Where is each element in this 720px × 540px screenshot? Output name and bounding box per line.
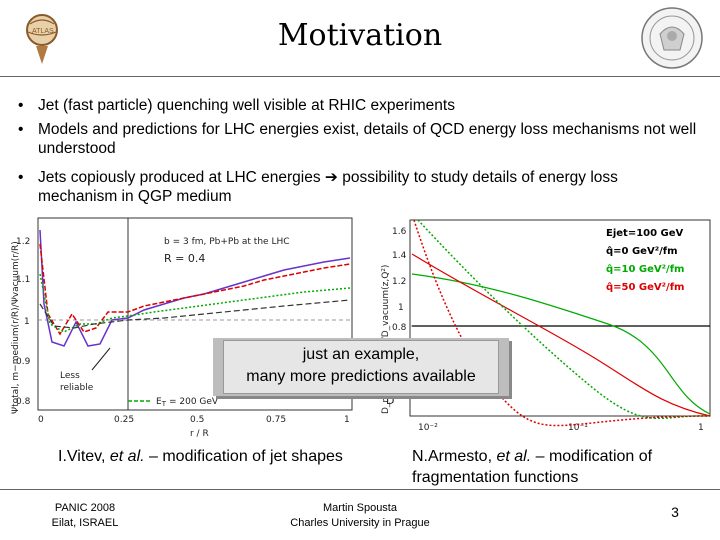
bullet-dot: • [18,97,24,114]
y-tick: 1 [24,317,30,327]
footer-author: Martin Spousta [323,502,397,514]
callout-inner: just an example, many more predictions a… [223,340,499,394]
annotation: reliable [60,383,94,393]
bullet-item: • Jet (fast particle) quenching well vis… [18,96,698,116]
y-tick: 1.6 [392,227,407,237]
caption-author: N.Armesto, [412,448,497,465]
bullet-text: Models and predictions for LHC energies … [38,121,697,157]
header-rule [0,76,720,77]
left-plot-y-label: Ψtotal, m−medium(r/R)/Ψvacuum(r/R) [11,241,21,414]
jet-shape-plot: Ψtotal, m−medium(r/R)/Ψvacuum(r/R) 1.2 1… [11,217,353,439]
x-tick: 10⁻¹ [568,423,588,433]
right-plot-y-letter: D [386,394,394,407]
curve-green-dotted [417,219,711,419]
caption-author: I.Vitev, [58,448,110,465]
footer-location: Eilat, ISRAEL [51,517,119,529]
bullet-item: • Models and predictions for LHC energie… [18,120,698,160]
bullet-text: Jets copiously produced at LHC energies … [38,169,618,205]
bullet-dot: • [18,169,24,186]
y-tick: 1.2 [392,277,406,287]
legend-entry: q̂=0 GeV²/fm [606,245,678,257]
x-tick: 0.5 [190,415,204,425]
y-tick: 1.4 [392,251,407,261]
footer-conference: PANIC 2008 [54,502,116,514]
curve-black [39,299,351,329]
plot-info-line: b = 3 fm, Pb+Pb at the LHC [164,237,290,247]
callout-line: just an example, [302,346,420,363]
y-tick: 0.8 [392,323,407,333]
caption-etal: et al. [109,448,145,465]
footer-affiliation: Charles University in Prague [290,517,430,529]
legend-entry: q̂=50 GeV²/fm [606,281,684,293]
legend-entry: q̂=10 GeV²/fm [606,263,684,275]
y-tick: 1 [398,303,404,313]
y-tick: 0.8 [16,397,31,407]
x-tick: 0.25 [114,415,134,425]
fragmentation-function-plot: D_medium(z,Q²)/D_vacuum(z,Q²) D 1.6 1.4 … [381,219,711,433]
x-tick: 1 [344,415,350,425]
footer-center: Martin Spousta Charles University in Pra… [250,501,470,531]
x-tick: 10⁻² [418,423,438,433]
footer-left: PANIC 2008 Eilat, ISRAEL [30,501,140,531]
page-number: 3 [671,504,679,520]
bullet-text: Jet (fast particle) quenching well visib… [38,97,455,114]
plot-info-line: R = 0.4 [164,252,205,265]
curve-green-solid [411,273,711,415]
caption-right: N.Armesto, et al. – modification of frag… [412,446,712,488]
y-tick: 1.1 [16,275,30,285]
callout-line: many more predictions available [246,368,476,385]
annotation: Less [60,371,80,381]
slide-title: Motivation [277,18,443,53]
callout-box: just an example, many more predictions a… [213,338,509,396]
curve-purple [39,229,351,347]
legend-entry: Ejet=100 GeV [606,228,684,239]
x-tick: 0 [38,415,44,425]
curve-green [39,273,351,333]
x-tick: 1 [698,423,704,433]
curve-red [39,243,351,336]
bullet-item: • Jets copiously produced at LHC energie… [18,168,698,208]
bullet-dot: • [18,121,24,138]
caption-desc: – modification of jet shapes [144,448,343,465]
curve-red-dotted [413,219,711,427]
caption-left: I.Vitev, et al. – modification of jet sh… [58,446,348,467]
footer-rule [0,489,720,490]
annotation-arrow [91,347,111,371]
legend-entry: ET = 200 GeV [156,397,219,408]
x-tick: 0.75 [266,415,286,425]
charles-university-seal [641,7,703,69]
caption-etal: et al. [496,448,532,465]
y-tick: 1.2 [16,237,30,247]
curve-red-solid [411,253,711,417]
atlas-logo: ATLAS [26,14,58,64]
caption-desc: – modification of fragmentation function… [412,448,653,486]
svg-text:ATLAS: ATLAS [32,28,54,35]
x-axis-label: r / R [190,429,209,439]
y-tick: 0.9 [16,357,31,367]
